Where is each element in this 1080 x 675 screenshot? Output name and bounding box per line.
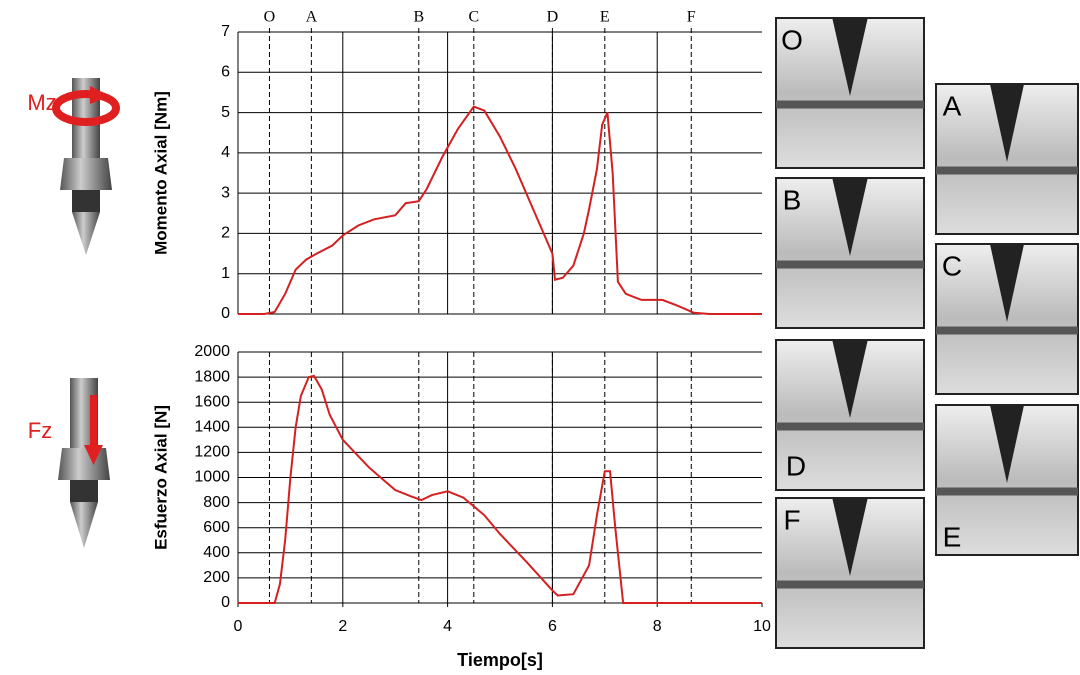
y-tick-label: 3: [221, 184, 230, 201]
y-tick-label: 1000: [194, 469, 230, 486]
photo-panel: E: [935, 404, 1079, 556]
force-label: Fz: [28, 418, 52, 443]
photo-tool: [832, 18, 868, 96]
y-tick-label: 1600: [194, 393, 230, 410]
x-tick-label: 8: [653, 618, 662, 635]
event-label: C: [468, 9, 479, 26]
y-tick-label: 7: [221, 23, 230, 40]
x-tick-label: 4: [443, 618, 452, 635]
y-tick-label: 1400: [194, 419, 230, 436]
photo-tool: [832, 340, 868, 418]
photo-tool: [989, 405, 1025, 483]
data-line: [238, 105, 762, 315]
photo-label: O: [781, 24, 803, 55]
photo-tool: [989, 84, 1025, 162]
moment-label: Mz: [27, 90, 56, 115]
photo-plate: [776, 422, 924, 431]
y-tick-label: 400: [203, 544, 230, 561]
y-tick-label: 1200: [194, 444, 230, 461]
event-label: E: [600, 9, 610, 26]
photo-panel: F: [775, 497, 925, 649]
y-tick-label: 800: [203, 494, 230, 511]
photo-panel: C: [935, 243, 1079, 395]
y-tick-label: 1: [221, 265, 230, 282]
event-label: F: [687, 9, 696, 26]
bolt-icon-bottom: Fz: [28, 378, 110, 548]
photo-label: E: [943, 521, 962, 552]
y-axis-title: Momento Axial [Nm]: [151, 91, 170, 255]
photo-panel: O: [775, 17, 925, 169]
photo-plate: [776, 260, 924, 269]
photo-label: A: [943, 90, 962, 121]
x-tick-label: 6: [548, 618, 557, 635]
y-tick-label: 5: [221, 104, 230, 121]
photo-tool: [832, 178, 868, 256]
y-tick-label: 0: [221, 594, 230, 611]
photo-plate: [936, 487, 1078, 496]
y-tick-label: 1800: [194, 368, 230, 385]
photo-label: F: [783, 504, 800, 535]
event-label: B: [413, 9, 424, 26]
photo-panel: B: [775, 177, 925, 329]
event-label: A: [306, 9, 318, 26]
y-tick-label: 6: [221, 64, 230, 81]
photo-label: B: [783, 184, 802, 215]
photo-panel: A: [935, 83, 1079, 235]
y-tick-label: 600: [203, 519, 230, 536]
bolt-icon-top: Mz: [27, 78, 120, 255]
y-tick-label: 200: [203, 569, 230, 586]
photo-panel: D: [775, 339, 925, 491]
y-tick-label: 0: [221, 305, 230, 322]
y-axis-title: Esfuerzo Axial [N]: [151, 405, 170, 550]
photo-plate: [936, 166, 1078, 175]
photo-tool: [832, 498, 868, 576]
photo-plate: [776, 580, 924, 589]
data-line: [238, 374, 762, 604]
y-tick-label: 2000: [194, 343, 230, 360]
x-tick-label: 0: [234, 618, 243, 635]
x-tick-label: 2: [338, 618, 347, 635]
photo-plate: [936, 326, 1078, 335]
event-label: D: [547, 9, 559, 26]
event-label: O: [264, 9, 276, 26]
photo-tool: [989, 244, 1025, 322]
x-axis-title: Tiempo[s]: [457, 650, 543, 670]
y-tick-label: 2: [221, 225, 230, 242]
y-tick-label: 4: [221, 144, 230, 161]
photo-plate: [776, 100, 924, 109]
photo-label: C: [942, 250, 962, 281]
photo-label: D: [786, 450, 806, 481]
x-tick-label: 10: [753, 618, 771, 635]
